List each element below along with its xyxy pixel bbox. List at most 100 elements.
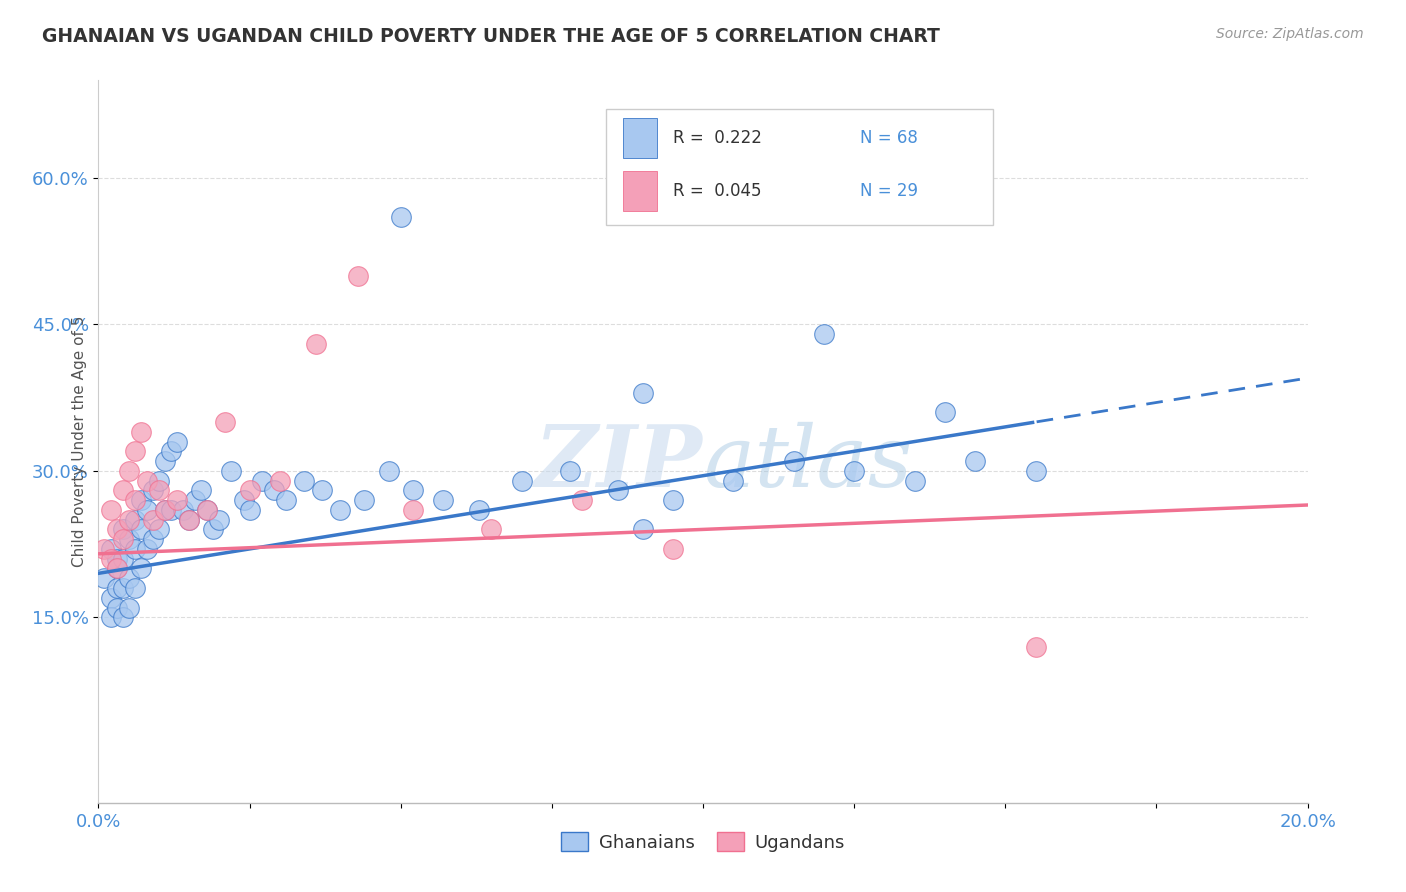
Point <box>100 503 122 517</box>
Point <box>148 474 170 488</box>
Point <box>195 503 218 517</box>
Point <box>118 513 141 527</box>
Point <box>965 454 987 468</box>
Point <box>153 503 176 517</box>
Point <box>129 561 152 575</box>
Point <box>377 464 399 478</box>
Point <box>153 454 176 468</box>
Point <box>214 415 236 429</box>
Point <box>111 551 134 566</box>
Point <box>172 503 194 517</box>
Point <box>129 425 152 439</box>
Point <box>111 581 134 595</box>
Point <box>118 532 141 546</box>
Point <box>124 513 146 527</box>
Point <box>631 385 654 400</box>
Point <box>389 210 412 224</box>
Point <box>202 523 225 537</box>
Point <box>510 474 533 488</box>
Point <box>100 591 122 605</box>
Point <box>904 474 927 488</box>
Text: N = 68: N = 68 <box>860 128 918 147</box>
Point <box>221 464 243 478</box>
Point <box>105 581 128 595</box>
Point <box>813 327 835 342</box>
Point <box>329 503 352 517</box>
Point <box>239 483 262 498</box>
Point <box>402 503 425 517</box>
Point <box>232 493 254 508</box>
Point <box>135 474 157 488</box>
Point <box>160 503 183 517</box>
Point <box>184 493 207 508</box>
Point <box>129 523 152 537</box>
Point <box>105 523 128 537</box>
Point <box>111 523 134 537</box>
Point <box>166 493 188 508</box>
Point <box>124 493 146 508</box>
Point <box>179 513 201 527</box>
Point <box>93 541 115 556</box>
Point <box>100 551 122 566</box>
Point <box>292 474 315 488</box>
Point <box>347 268 370 283</box>
Point <box>142 483 165 498</box>
FancyBboxPatch shape <box>623 171 657 211</box>
Point <box>142 532 165 546</box>
Point <box>160 444 183 458</box>
Point <box>402 483 425 498</box>
Point <box>468 503 491 517</box>
Point <box>1024 640 1046 654</box>
Point <box>305 337 328 351</box>
Point <box>148 523 170 537</box>
Text: N = 29: N = 29 <box>860 182 918 200</box>
Point <box>481 523 503 537</box>
Point <box>1024 464 1046 478</box>
Point <box>661 541 683 556</box>
Point <box>153 503 176 517</box>
Point <box>148 483 170 498</box>
Point <box>571 493 593 508</box>
Point <box>661 493 683 508</box>
FancyBboxPatch shape <box>606 109 993 225</box>
Point <box>353 493 375 508</box>
Point <box>124 581 146 595</box>
Point <box>607 483 630 498</box>
Point <box>100 610 122 624</box>
Point <box>100 541 122 556</box>
Y-axis label: Child Poverty Under the Age of 5: Child Poverty Under the Age of 5 <box>72 316 87 567</box>
Point <box>135 541 157 556</box>
Point <box>105 561 128 575</box>
Point <box>723 474 745 488</box>
Point <box>142 513 165 527</box>
Point <box>105 561 128 575</box>
Legend: Ghanaians, Ugandans: Ghanaians, Ugandans <box>554 825 852 859</box>
Point <box>118 571 141 585</box>
Text: R =  0.045: R = 0.045 <box>672 182 761 200</box>
Point <box>250 474 273 488</box>
Point <box>239 503 262 517</box>
Point <box>124 444 146 458</box>
Point <box>93 571 115 585</box>
Point <box>263 483 285 498</box>
Point <box>558 464 581 478</box>
Point <box>631 523 654 537</box>
Point <box>135 503 157 517</box>
Text: atlas: atlas <box>703 422 912 505</box>
Point <box>105 551 128 566</box>
Point <box>269 474 291 488</box>
Point <box>129 493 152 508</box>
Text: R =  0.222: R = 0.222 <box>672 128 762 147</box>
Point <box>166 434 188 449</box>
Point <box>844 464 866 478</box>
Point <box>111 532 134 546</box>
Text: ZIP: ZIP <box>536 421 703 505</box>
Text: GHANAIAN VS UGANDAN CHILD POVERTY UNDER THE AGE OF 5 CORRELATION CHART: GHANAIAN VS UGANDAN CHILD POVERTY UNDER … <box>42 27 941 45</box>
Point <box>783 454 806 468</box>
Point <box>432 493 454 508</box>
Point <box>118 600 141 615</box>
Point <box>179 513 201 527</box>
Text: Source: ZipAtlas.com: Source: ZipAtlas.com <box>1216 27 1364 41</box>
Point <box>105 600 128 615</box>
Point <box>934 405 956 419</box>
